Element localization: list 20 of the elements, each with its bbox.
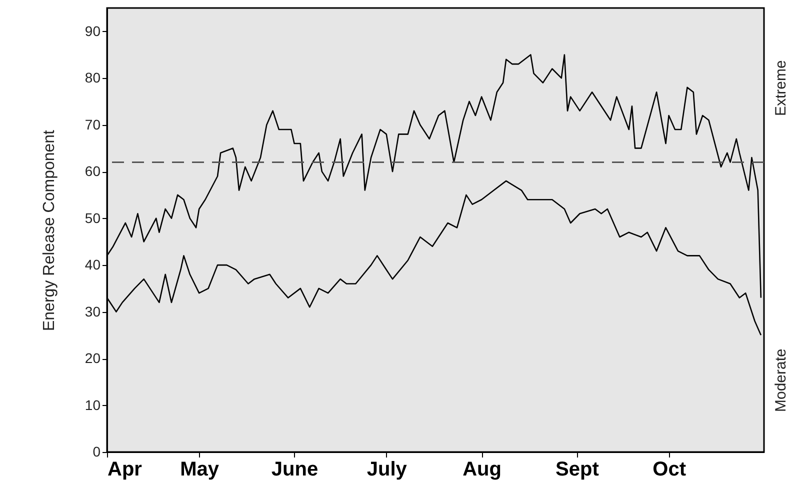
y-tick-label: 40 <box>84 256 101 273</box>
x-tick-label: Apr <box>108 458 142 480</box>
y-tick-label: 10 <box>84 396 101 413</box>
y-tick-label: 50 <box>84 210 101 226</box>
x-tick-label: Aug <box>462 458 502 480</box>
x-tick-label: May <box>180 458 220 480</box>
y-tick-label: 70 <box>84 116 101 132</box>
y-tick-label: 60 <box>84 163 101 180</box>
y-tick-label: 30 <box>84 303 101 320</box>
x-tick-label: Oct <box>652 458 686 480</box>
y-tick-label: 90 <box>84 22 101 39</box>
x-tick-label: Sept <box>556 458 600 480</box>
y-axis-title: Energy Release Component <box>40 129 58 332</box>
y-tick-label: 80 <box>84 70 101 86</box>
y-tick-label: 0 <box>92 444 101 460</box>
x-tick-label: June <box>271 458 318 480</box>
y-tick-label: 20 <box>84 350 101 366</box>
text: Extreme <box>772 59 790 118</box>
text: Moderate <box>772 347 790 414</box>
x-tick-label: July <box>366 458 408 480</box>
